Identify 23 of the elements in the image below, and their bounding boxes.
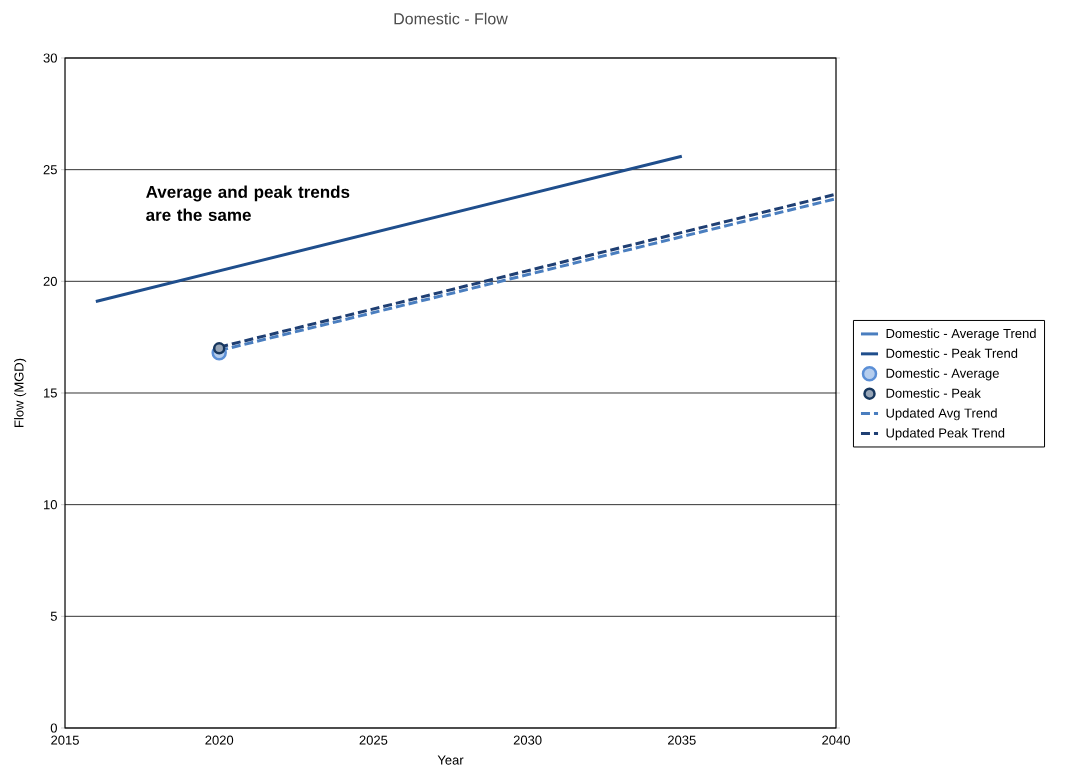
x-axis-title: Year	[437, 755, 464, 765]
y-axis-title: Flow (MGD)	[14, 358, 27, 427]
y-tick-label: 10	[44, 500, 57, 510]
y-tick-label: 5	[50, 611, 57, 621]
x-tick-label: 2015	[51, 735, 79, 745]
x-tick-label: 2035	[668, 735, 696, 745]
x-tick-label: 2040	[822, 735, 850, 745]
legend-label: Domestic - Peak Trend	[886, 348, 1018, 358]
y-tick-label: 15	[44, 388, 57, 398]
x-tick-label: 2030	[513, 735, 542, 745]
y-tick-label: 30	[43, 53, 57, 63]
legend-label: Domestic - Average Trend	[886, 328, 1036, 341]
y-tick-label: 0	[50, 723, 57, 733]
x-tick-label: 2025	[359, 735, 388, 745]
y-tick-label: 20	[43, 276, 57, 286]
y-tick-label: 25	[43, 165, 57, 175]
legend-label: Domestic - Peak	[886, 388, 981, 398]
legend-label: Domestic - Average	[886, 368, 999, 381]
x-tick-label: 2020	[205, 735, 234, 745]
legend-label: Updated Avg Trend	[886, 408, 997, 421]
legend-label: Updated Peak Trend	[886, 428, 1005, 441]
annotation: Average and peak trends are the same	[146, 185, 350, 221]
chart-title: Domestic - Flow	[394, 12, 508, 25]
